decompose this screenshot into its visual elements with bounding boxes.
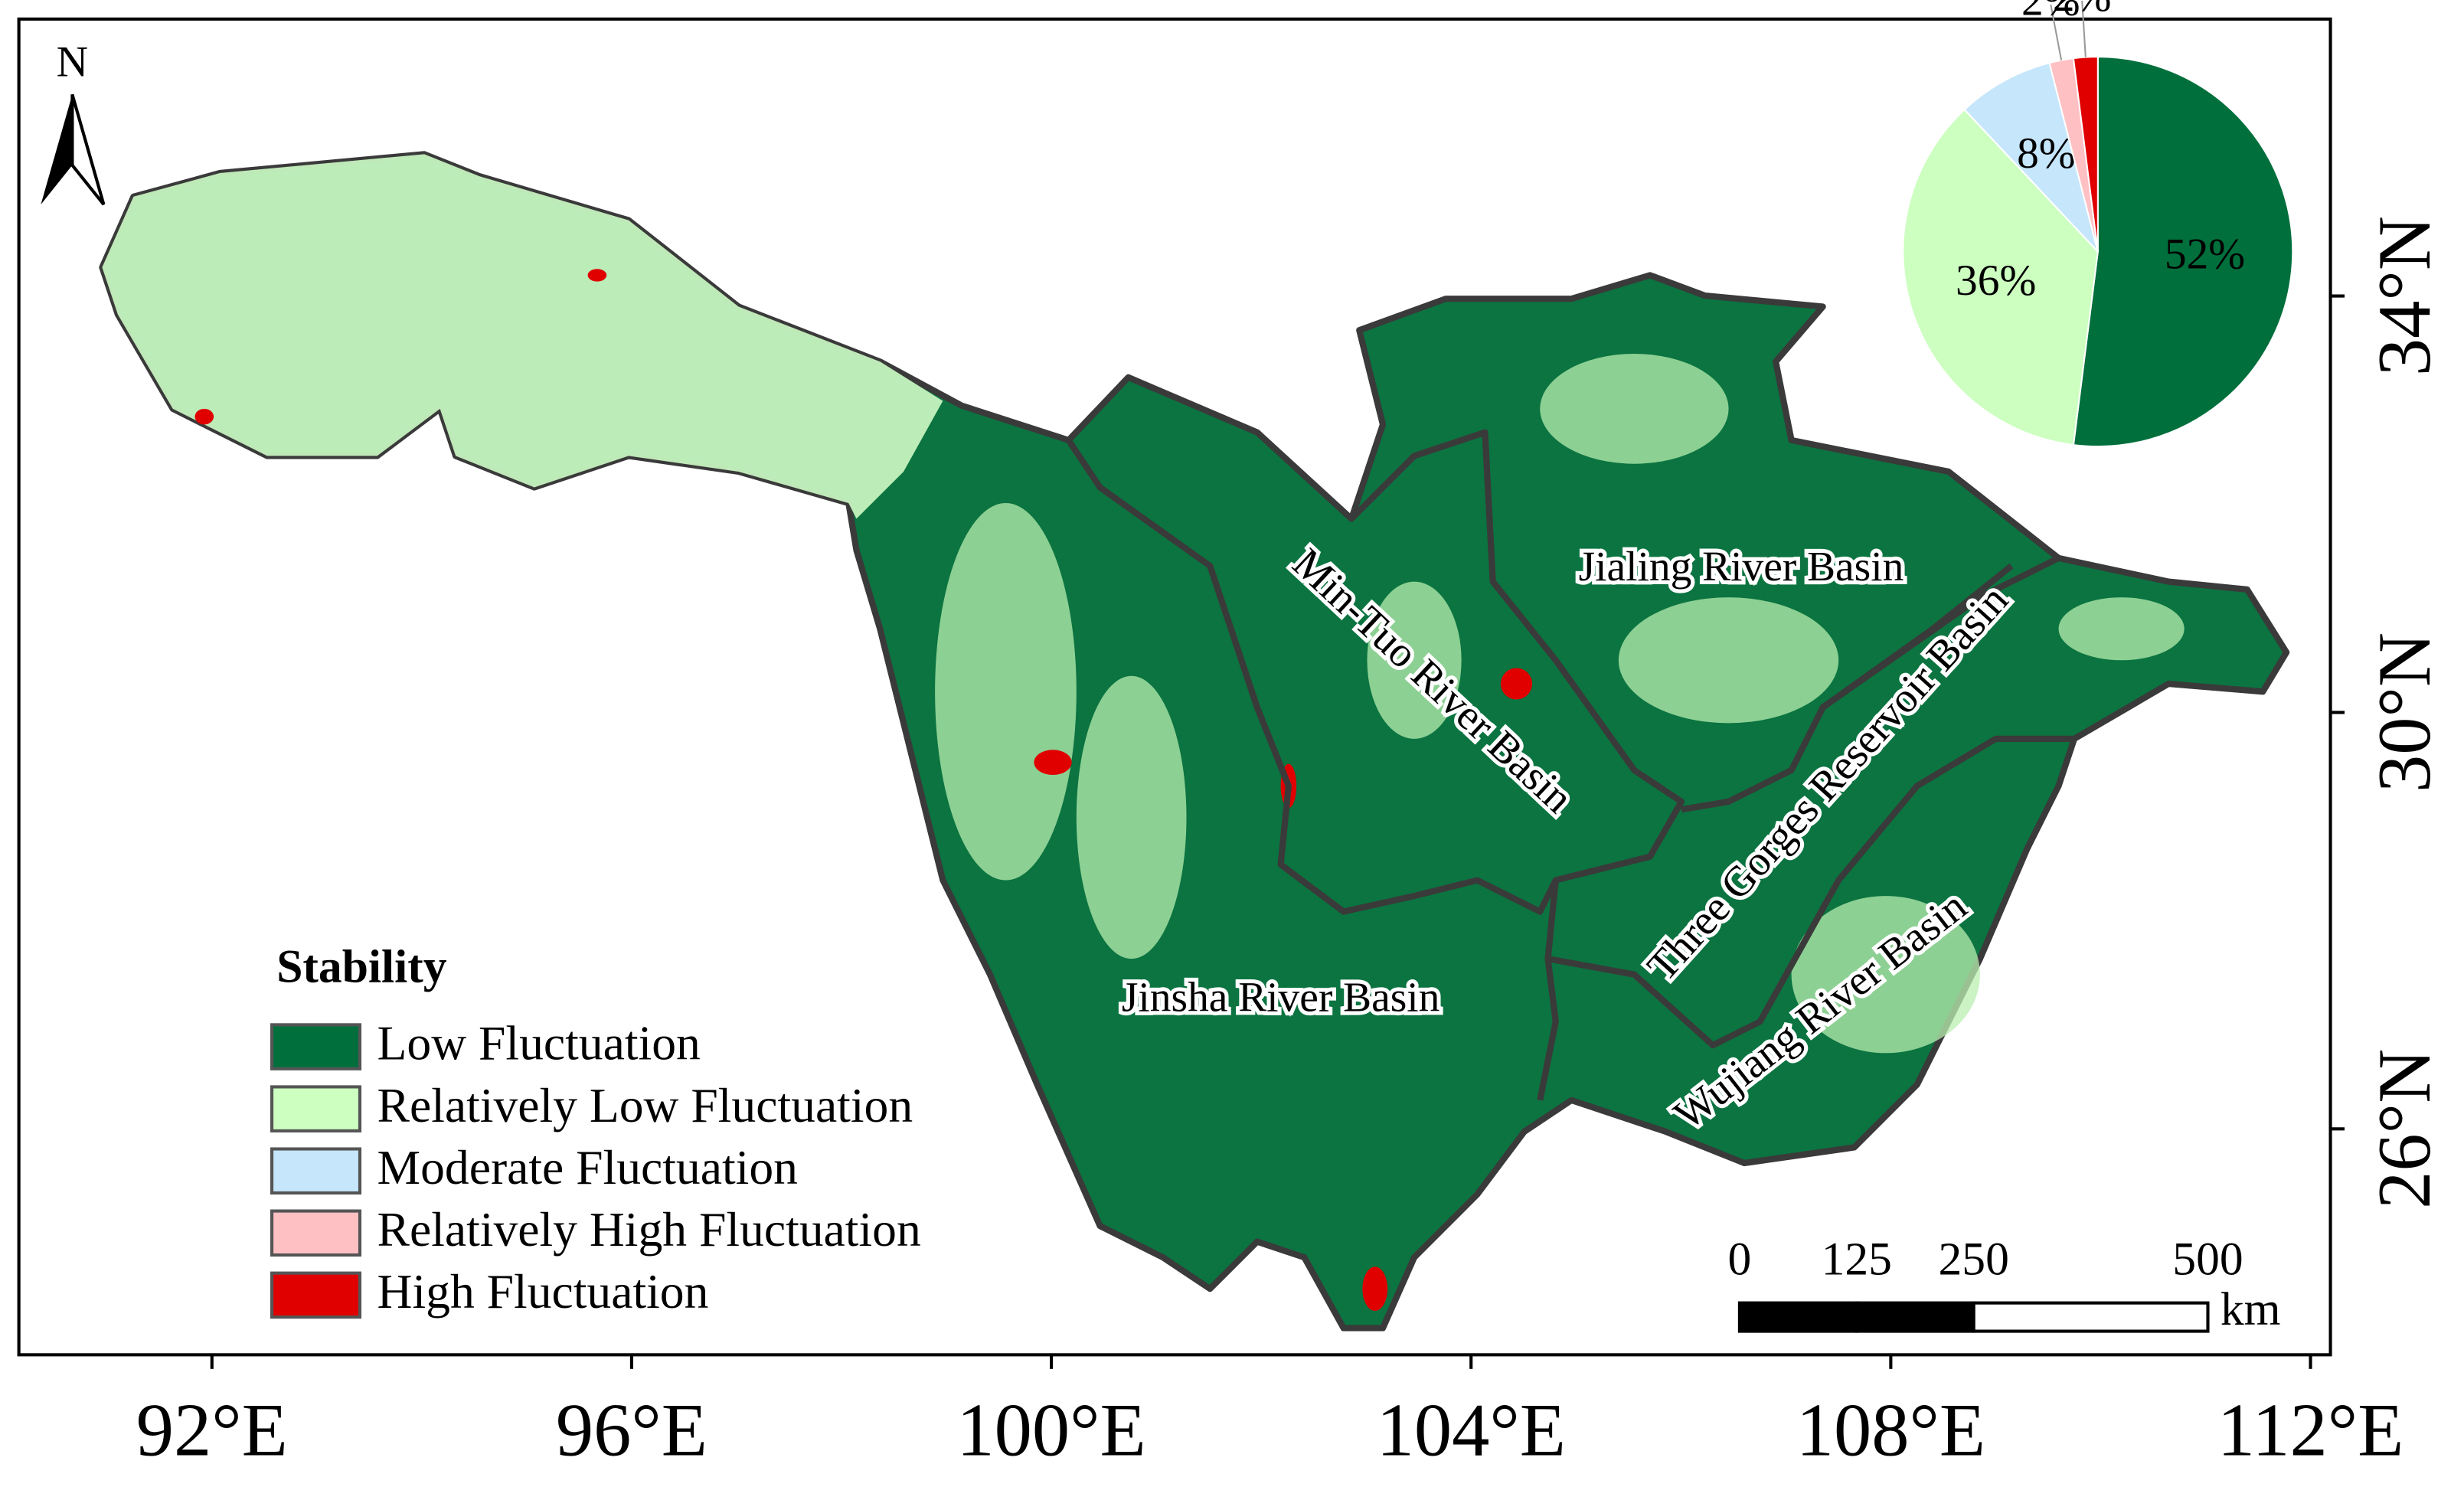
legend-swatch (270, 1147, 362, 1195)
x-tick-label: 96°E (556, 1389, 708, 1472)
y-tick-label: 34°N (2363, 216, 2446, 376)
legend-swatch (270, 1085, 362, 1132)
scale-segment (1972, 1301, 2210, 1333)
scale-segment (1855, 1301, 1975, 1333)
legend-label: Low Fluctuation (377, 1016, 701, 1070)
pie-label: 52% (2165, 230, 2245, 279)
legend-label: High Fluctuation (377, 1264, 709, 1319)
north-label: N (57, 38, 89, 87)
scale-label: 125 (1822, 1233, 1892, 1285)
pie-label: 2% (2053, 0, 2112, 21)
basin-label: Jialing River Basin (1579, 543, 1904, 590)
legend-label: Relatively Low Fluctuation (377, 1078, 913, 1132)
legend-title: Stability (276, 941, 447, 993)
pie-label: 36% (1956, 257, 2036, 305)
scale-unit: km (2221, 1283, 2281, 1335)
x-tick-label: 112°E (2217, 1389, 2404, 1472)
pie-label: 8% (2017, 129, 2076, 178)
leader-line (2081, 0, 2087, 57)
y-tick-label: 26°N (2363, 1049, 2446, 1209)
pie-label: 2% (2021, 0, 2080, 25)
x-tick-label: 92°E (136, 1389, 288, 1472)
x-tick-label: 100°E (956, 1389, 1145, 1472)
legend-label: Relatively High Fluctuation (377, 1202, 921, 1257)
pie-slice (1902, 108, 2099, 446)
basin-boundaries (1066, 429, 2075, 1101)
legend-swatch (270, 1023, 362, 1070)
legend-swatch (270, 1271, 362, 1319)
pie-slice (2072, 56, 2294, 448)
leader-line (2050, 4, 2063, 60)
y-tick-label: 30°N (2363, 632, 2446, 793)
pie-slice (1963, 61, 2099, 253)
scale-segment (1737, 1301, 1858, 1333)
texture (935, 354, 2185, 1054)
legend-label: Moderate Fluctuation (377, 1140, 798, 1195)
pie-slice (2072, 56, 2099, 252)
scale-label: 0 (1728, 1233, 1752, 1285)
texture-red (194, 269, 1532, 1311)
plateau-area (102, 154, 943, 519)
legend-swatch (270, 1209, 362, 1257)
scale-label: 250 (1939, 1233, 2009, 1285)
x-tick-label: 104°E (1377, 1389, 1566, 1472)
basin-label: Jinsha River Basin (1122, 973, 1440, 1020)
x-tick-label: 108°E (1796, 1389, 1985, 1472)
scale-label: 500 (2172, 1233, 2243, 1285)
